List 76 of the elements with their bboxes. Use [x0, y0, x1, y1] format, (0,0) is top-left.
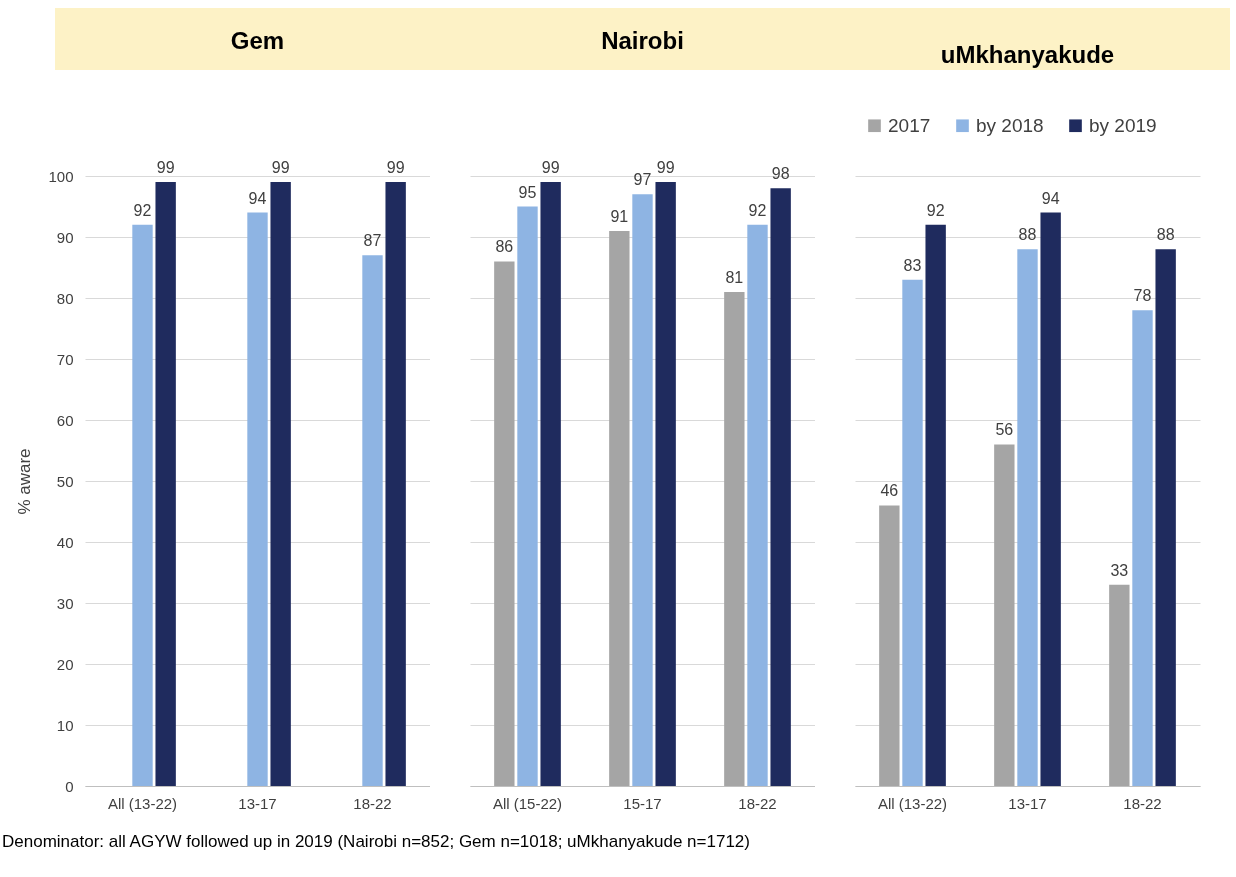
legend-label: 2017	[888, 114, 931, 136]
data-label: 56	[995, 421, 1014, 439]
y-tick-label: 60	[56, 411, 74, 429]
bar	[902, 279, 923, 786]
y-tick-label: 30	[56, 594, 74, 612]
x-tick-label: All (13-22)	[107, 794, 178, 812]
data-label: 98	[771, 165, 790, 183]
data-label: 99	[271, 159, 290, 177]
data-label: 87	[363, 232, 382, 250]
y-tick-label: 90	[56, 228, 74, 246]
bar	[270, 182, 291, 786]
data-label: 91	[610, 207, 629, 225]
bar	[632, 194, 653, 786]
bar	[770, 188, 791, 786]
legend-label: by 2019	[1089, 114, 1157, 136]
data-label: 88	[1018, 226, 1037, 244]
bar	[724, 291, 745, 786]
bar	[925, 224, 946, 786]
data-label: 97	[633, 171, 652, 189]
bar	[155, 182, 176, 786]
bar	[994, 444, 1015, 786]
bar	[609, 230, 630, 786]
data-label: 86	[495, 238, 514, 256]
data-label: 99	[656, 159, 675, 177]
data-label: 99	[386, 159, 405, 177]
x-tick-label: 15-17	[623, 794, 662, 812]
x-tick-label: 13-17	[238, 794, 277, 812]
data-label: 94	[248, 189, 267, 207]
bar	[385, 182, 406, 786]
y-axis-title: % aware	[15, 448, 35, 515]
bar	[1017, 249, 1038, 786]
data-label: 33	[1110, 561, 1129, 579]
x-tick-label: 18-22	[738, 794, 777, 812]
x-tick-label: All (15-22)	[492, 794, 563, 812]
bar	[540, 182, 561, 786]
data-label: 46	[880, 482, 899, 500]
y-tick-label: 40	[56, 533, 74, 551]
bar	[1109, 584, 1130, 786]
bar	[1132, 310, 1153, 786]
data-label: 94	[1041, 189, 1060, 207]
y-tick-label: 100	[48, 167, 74, 185]
bar	[1155, 249, 1176, 786]
bar	[247, 212, 268, 786]
data-label: 81	[725, 268, 744, 286]
y-tick-label: 0	[65, 777, 74, 795]
legend-label: by 2018	[976, 114, 1044, 136]
x-tick-label: 13-17	[1008, 794, 1047, 812]
data-label: 92	[926, 201, 945, 219]
y-tick-label: 50	[56, 472, 74, 490]
text: Denominator: all AGYW followed up in 2019 (Nairobi n=852; Gem n=1018; uMkhanyakude n=1712)	[2, 832, 750, 852]
bar	[132, 224, 153, 786]
x-tick-label: 18-22	[353, 794, 392, 812]
bar	[494, 261, 515, 786]
bar	[655, 182, 676, 786]
x-tick-label: 18-22	[1123, 794, 1162, 812]
chart-title: uMkhanyakude	[940, 41, 1115, 68]
bar	[517, 206, 538, 786]
bar	[747, 224, 768, 786]
y-tick-label: 80	[56, 289, 74, 307]
data-label: 92	[748, 201, 767, 219]
data-label: 92	[133, 201, 152, 219]
chart-title: Gem	[230, 27, 285, 55]
data-label: 99	[541, 159, 560, 177]
data-label: 83	[903, 256, 922, 274]
y-tick-label: 20	[56, 655, 74, 673]
data-label: 78	[1133, 287, 1152, 305]
data-label: 95	[518, 183, 537, 201]
chart-title: Nairobi	[601, 27, 684, 55]
bar	[362, 255, 383, 786]
data-label: 88	[1156, 226, 1175, 244]
bar	[879, 505, 900, 786]
y-tick-label: 70	[56, 350, 74, 368]
bar	[1040, 212, 1061, 786]
data-label: 99	[156, 159, 175, 177]
x-tick-label: All (13-22)	[877, 794, 948, 812]
y-tick-label: 10	[56, 716, 74, 734]
